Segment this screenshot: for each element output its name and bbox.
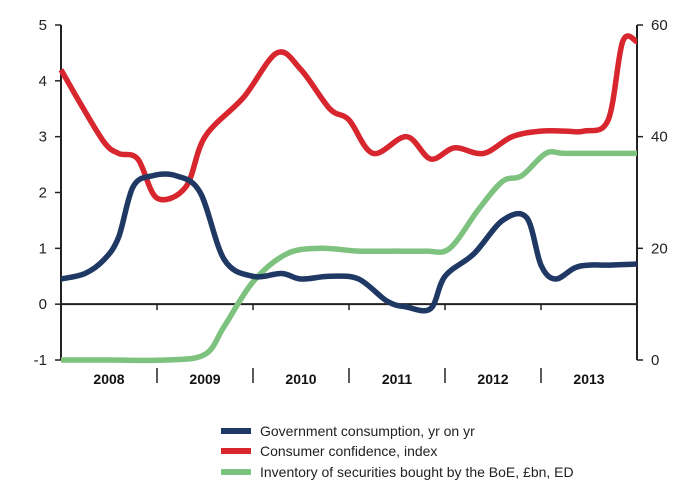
year-label: 2011 [382,371,413,387]
left-tick-label: 1 [39,240,47,257]
legend: Government consumption, yr on yr Consumer… [221,423,574,480]
year-label: 2008 [93,371,124,387]
right-tick-label: 40 [651,129,668,146]
right-tick-label: 0 [651,352,659,369]
series-line-1 [58,33,639,203]
left-tick-label: -1 [34,352,47,369]
year-label: 2012 [477,371,508,387]
x-year-labels: 2008 2009 2010 2011 2012 2013 [93,371,604,387]
left-tick-label: 3 [39,129,47,146]
legend-entry: Government consumption, yr on yr [260,423,475,439]
right-tick-labels: 0 20 40 60 [637,17,668,369]
left-tick-labels: -1 0 1 2 3 4 5 [34,17,61,369]
left-tick-label: 5 [39,17,47,34]
right-tick-label: 20 [651,240,668,257]
year-label: 2013 [573,371,604,387]
legend-entry: Consumer confidence, index [260,443,437,459]
series-line-0 [60,171,638,314]
series-line-2 [61,149,637,364]
legend-entry: Inventory of securities bought by the Bo… [260,464,574,480]
right-tick-label: 60 [651,17,668,34]
x-year-dividers [156,304,542,383]
left-tick-label: 4 [39,73,47,90]
year-label: 2009 [189,371,220,387]
left-tick-label: 0 [39,296,47,313]
left-tick-label: 2 [39,185,47,202]
series-lines [58,33,639,364]
year-label: 2010 [285,371,316,387]
